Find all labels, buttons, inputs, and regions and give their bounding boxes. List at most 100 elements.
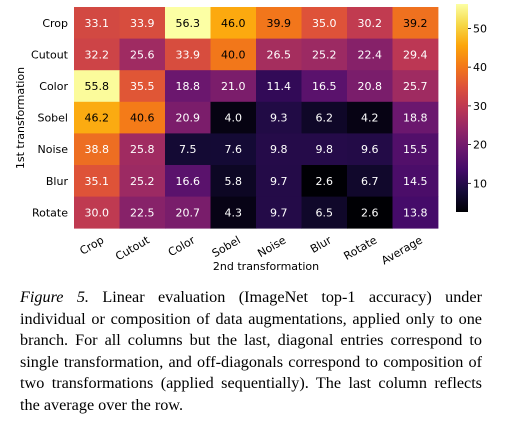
cell-value-label: 20.9 <box>176 112 201 125</box>
cell-value-label: 2.6 <box>361 206 379 219</box>
heatmap-cell <box>301 38 348 71</box>
heatmap-cell <box>119 133 166 166</box>
heatmap-cell <box>210 133 257 166</box>
heatmap-cell <box>392 70 439 103</box>
heatmap-cell <box>74 101 120 134</box>
heatmap-cell <box>74 38 120 71</box>
cell-value-label: 6.5 <box>316 206 334 219</box>
heatmap-cell <box>347 38 393 71</box>
cell-value-label: 25.8 <box>130 143 155 156</box>
heatmap-cell <box>210 38 257 71</box>
heatmap-cell <box>165 70 211 103</box>
row-tick-label: Crop <box>42 17 68 30</box>
cell-value-label: 9.3 <box>270 112 288 125</box>
heatmap-cell <box>165 101 211 134</box>
row-tick-label: Color <box>39 80 68 93</box>
heatmap-cell <box>165 165 211 197</box>
heatmap-cell <box>301 133 348 166</box>
cell-value-label: 30.0 <box>85 206 110 219</box>
heatmap-cell <box>301 101 348 134</box>
colorbar-tick-label: 20 <box>473 139 487 152</box>
figure-caption: Figure 5. Linear evaluation (ImageNet to… <box>20 287 482 416</box>
column-tick-label: Color <box>166 233 198 259</box>
heatmap-cell <box>392 7 439 39</box>
cell-value-label: 9.8 <box>316 143 334 156</box>
colorbar <box>456 4 468 212</box>
column-tick-label: Noise <box>255 233 288 260</box>
column-tick-label: Crop <box>78 234 107 258</box>
heatmap-cell <box>210 7 257 39</box>
heatmap-cell <box>301 7 348 39</box>
cell-value-label: 39.9 <box>267 17 292 30</box>
heatmap-cell <box>392 38 439 71</box>
column-tick-label: Cutout <box>113 233 152 263</box>
cell-value-label: 7.5 <box>179 143 197 156</box>
heatmap-cell <box>392 196 439 229</box>
cell-value-label: 33.9 <box>130 17 155 30</box>
cell-value-label: 46.2 <box>85 112 110 125</box>
heatmap-cell <box>347 196 393 229</box>
cell-value-label: 39.2 <box>403 17 428 30</box>
heatmap-figure: 33.1 33.9 56.3 46.0 39.9 35.0 30.2 39.2 32.2 25.6… <box>14 4 487 273</box>
column-tick-label: Average <box>379 233 425 267</box>
cell-value-label: 26.5 <box>267 48 292 61</box>
cell-value-label: 20.7 <box>176 206 201 219</box>
x-axis-title: 2nd transformation <box>213 260 319 273</box>
row-tick-label: Noise <box>37 143 68 156</box>
heatmap-cell <box>256 38 302 71</box>
heatmap-cells: 33.1 33.9 56.3 46.0 39.9 35.0 30.2 39.2 32.2 25.6… <box>74 7 439 229</box>
cell-value-label: 25.2 <box>312 48 337 61</box>
cell-value-label: 38.8 <box>85 143 110 156</box>
cell-value-label: 56.3 <box>176 17 201 30</box>
colorbar-tick-label: 10 <box>473 177 487 190</box>
cell-value-label: 9.8 <box>270 143 288 156</box>
caption-text: Linear evaluation (ImageNet top-1 accura… <box>20 288 482 414</box>
column-tick-label: Blur <box>308 233 334 256</box>
heatmap-cell <box>392 101 439 134</box>
row-tick-label: Rotate <box>32 206 68 219</box>
cell-value-label: 4.3 <box>225 206 243 219</box>
heatmap-cell <box>119 196 166 229</box>
column-tick-label: Rotate <box>342 233 380 262</box>
cell-value-label: 6.2 <box>316 112 334 125</box>
cell-value-label: 20.8 <box>358 80 383 93</box>
heatmap-cell <box>256 133 302 166</box>
cell-value-label: 13.8 <box>403 206 428 219</box>
heatmap-cell <box>165 38 211 71</box>
cell-value-label: 22.5 <box>130 206 155 219</box>
cell-value-label: 35.1 <box>85 175 110 188</box>
cell-value-label: 35.5 <box>130 80 155 93</box>
cell-value-label: 35.0 <box>312 17 337 30</box>
cell-value-label: 6.7 <box>361 175 379 188</box>
heatmap-cell <box>256 70 302 103</box>
heatmap-cell <box>256 7 302 39</box>
cell-value-label: 33.9 <box>176 48 201 61</box>
heatmap-cell <box>165 7 211 39</box>
row-tick-label: Sobel <box>37 112 68 125</box>
cell-value-label: 22.4 <box>358 48 383 61</box>
heatmap-cell <box>347 70 393 103</box>
cell-value-label: 9.7 <box>270 206 288 219</box>
cell-value-label: 30.2 <box>358 17 383 30</box>
cell-value-label: 25.6 <box>130 48 155 61</box>
heatmap-cell <box>347 7 393 39</box>
cell-value-label: 18.8 <box>403 112 428 125</box>
heatmap-cell <box>347 133 393 166</box>
heatmap-cell <box>301 165 348 197</box>
heatmap-cell <box>74 165 120 197</box>
heatmap-cell <box>74 70 120 103</box>
cell-value-label: 25.7 <box>403 80 428 93</box>
cell-value-label: 7.6 <box>225 143 243 156</box>
caption-label: Figure 5. <box>20 288 89 306</box>
y-axis-title: 1st transformation <box>14 67 27 169</box>
heatmap-cell <box>256 165 302 197</box>
heatmap-cell <box>256 101 302 134</box>
heatmap-cell <box>392 165 439 197</box>
cell-value-label: 9.6 <box>361 143 379 156</box>
cell-value-label: 33.1 <box>85 17 110 30</box>
column-tick-label: Sobel <box>210 234 243 261</box>
cell-value-label: 15.5 <box>403 143 428 156</box>
cell-value-label: 46.0 <box>221 17 246 30</box>
heatmap-cell <box>74 196 120 229</box>
heatmap-cell <box>301 196 348 229</box>
